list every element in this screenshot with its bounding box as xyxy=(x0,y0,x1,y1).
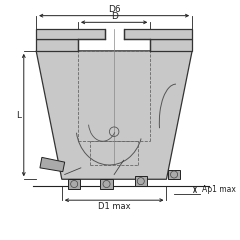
Text: L: L xyxy=(16,111,21,120)
Polygon shape xyxy=(36,39,78,51)
Text: D: D xyxy=(111,12,118,21)
Polygon shape xyxy=(168,170,180,179)
Text: D1 max: D1 max xyxy=(98,202,131,211)
Polygon shape xyxy=(68,179,80,189)
Text: D6: D6 xyxy=(108,5,120,14)
Polygon shape xyxy=(100,179,113,189)
Polygon shape xyxy=(36,29,105,39)
Polygon shape xyxy=(135,176,147,186)
Polygon shape xyxy=(36,51,192,179)
Polygon shape xyxy=(124,29,192,39)
Text: Ap1 max: Ap1 max xyxy=(202,185,235,194)
Polygon shape xyxy=(40,157,65,172)
Polygon shape xyxy=(150,39,192,51)
